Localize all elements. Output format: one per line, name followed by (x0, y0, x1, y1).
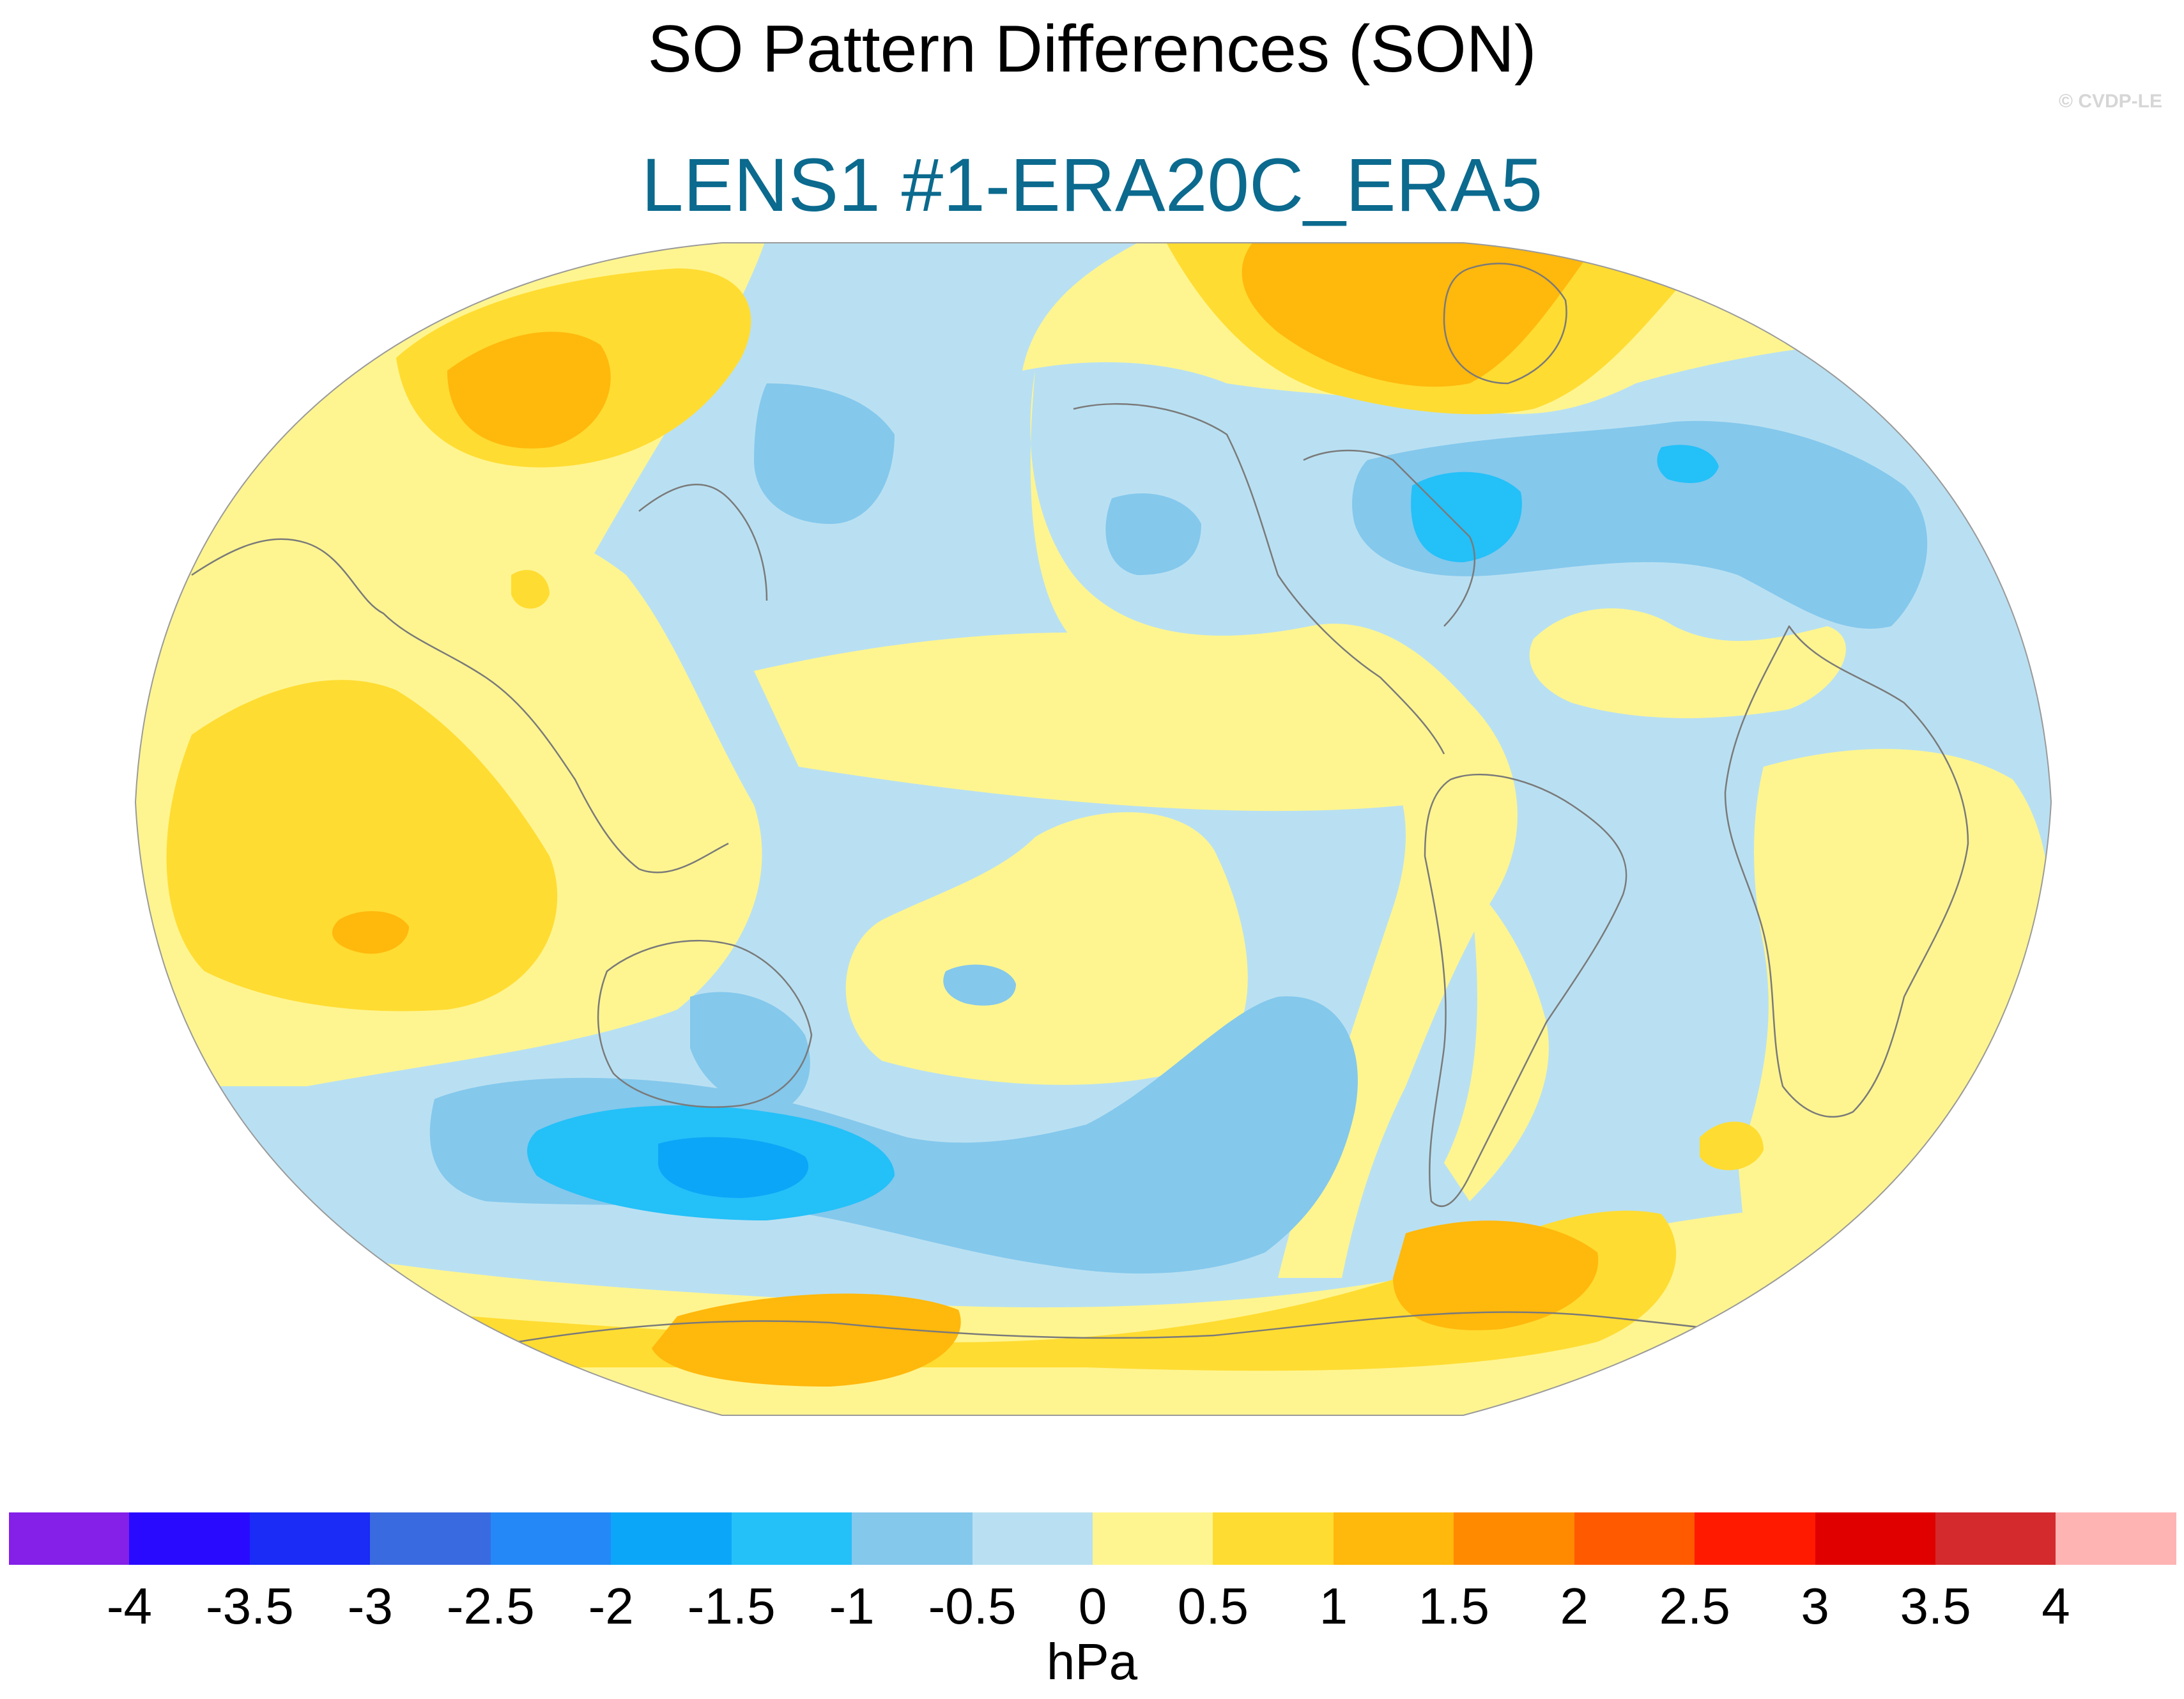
positive-1-1.5-regions (332, 243, 1599, 1387)
colorbar-swatch (611, 1512, 732, 1565)
south-america-coast (1424, 773, 1627, 1208)
south-atlantic-small-positive (1700, 1121, 1764, 1171)
colorbar-tick-label: 2 (1560, 1578, 1589, 1634)
north-atlantic-negative (1352, 420, 1928, 629)
colorbar-swatch (1574, 1512, 1695, 1565)
australia-negative (690, 992, 810, 1112)
colorbar-tick-label: -2 (588, 1578, 634, 1634)
colorbar-tick-label: 1 (1319, 1578, 1348, 1634)
colorbar-swatch (972, 1512, 1093, 1565)
colorbar-swatch (1333, 1512, 1454, 1565)
colorbar-tick-label: 0 (1078, 1578, 1107, 1634)
greenland-coast (1443, 263, 1567, 385)
atlantic-positive (1529, 608, 1846, 718)
colorbar-swatch (249, 1512, 371, 1565)
colorbar-tick-label: -0.5 (928, 1578, 1017, 1634)
indian-ocean-core (332, 911, 409, 954)
colorbar-swatch (1213, 1512, 1334, 1565)
colorbar-swatch (1815, 1512, 1935, 1565)
chart-subtitle: LENS1 #1-ERA20C_ERA5 (641, 143, 1543, 227)
map-field (135, 243, 2051, 1415)
colorbar-tick-label: 1.5 (1418, 1578, 1489, 1634)
norway-sea-core (1657, 445, 1719, 483)
colorbar-tick-label: 2.5 (1659, 1578, 1730, 1634)
colorbar-tick-label: -1.5 (687, 1578, 776, 1634)
colorbar-swatch (852, 1512, 973, 1565)
colorbar-unit-label: hPa (1046, 1633, 1138, 1690)
eurasia-coast (191, 484, 768, 873)
north-america-coast (1073, 403, 1475, 755)
colorbar-swatch (370, 1512, 491, 1565)
negative-1.5-2-regions (658, 1137, 809, 1198)
colorbar-swatch (9, 1512, 130, 1565)
north-pacific-negative (754, 383, 895, 524)
colorbar-swatch (490, 1512, 611, 1565)
australia-coast (597, 939, 813, 1108)
chart-title: SO Pattern Differences (SON) (647, 12, 1537, 86)
robinson-map (134, 242, 2052, 1416)
colorbar-swatch (1092, 1512, 1213, 1565)
north-atlantic-small-positive (511, 569, 550, 609)
indian-ocean-positive (166, 680, 558, 1011)
map-outline (134, 242, 2052, 1416)
coastlines (191, 263, 1969, 1356)
credit-watermark: © CVDP-LE (2058, 91, 2162, 112)
antarctic-core-west (652, 1293, 961, 1387)
colorbar-swatch (731, 1512, 852, 1565)
africa-coast (1724, 625, 1969, 1118)
south-america-positive (1444, 882, 1549, 1201)
east-pacific-positive (1030, 371, 1518, 1278)
colorbar-tick-label: 3 (1801, 1578, 1829, 1634)
colorbar-tick-labels: -4 -3.5 -3 -2.5 -2 -1.5 -1 -0.5 0 0.5 1 1.5 2 2.5 3 3.5… (0, 1577, 2184, 1641)
greenland-core (1242, 243, 1597, 387)
antarctic-positive (135, 1210, 1676, 1371)
pacific-inner-negative (943, 964, 1016, 1006)
colorbar-tick-label: 3.5 (1900, 1578, 1971, 1634)
south-pacific-core (658, 1137, 809, 1198)
atlantic-africa-positive (1738, 749, 2051, 1303)
north-atlantic-core (1411, 472, 1522, 562)
colorbar-tick-label: -4 (106, 1578, 153, 1634)
siberia-core (447, 332, 611, 449)
colorbar-swatch (1695, 1512, 1815, 1565)
colorbar-tick-label: -3 (347, 1578, 393, 1634)
colorbar-tick-label: -1 (829, 1578, 875, 1634)
antarctic-core-east (1393, 1220, 1599, 1330)
colorbar-tick-label: -3.5 (205, 1578, 294, 1634)
colorbar-tick-label: 0.5 (1177, 1578, 1249, 1634)
colorbar-swatch (1454, 1512, 1574, 1565)
colorbar-tick-label: -2.5 (446, 1578, 535, 1634)
antarctica-coast (447, 1311, 1886, 1356)
mid-pacific-positive (845, 812, 1248, 1085)
colorbar-swatch (2056, 1512, 2176, 1565)
colorbar-tick-label: 4 (2042, 1578, 2070, 1634)
colorbar (9, 1512, 2176, 1565)
northeast-pacific-negative (1105, 493, 1201, 575)
colorbar-swatch (129, 1512, 250, 1565)
colorbar-swatch (1935, 1512, 2056, 1565)
